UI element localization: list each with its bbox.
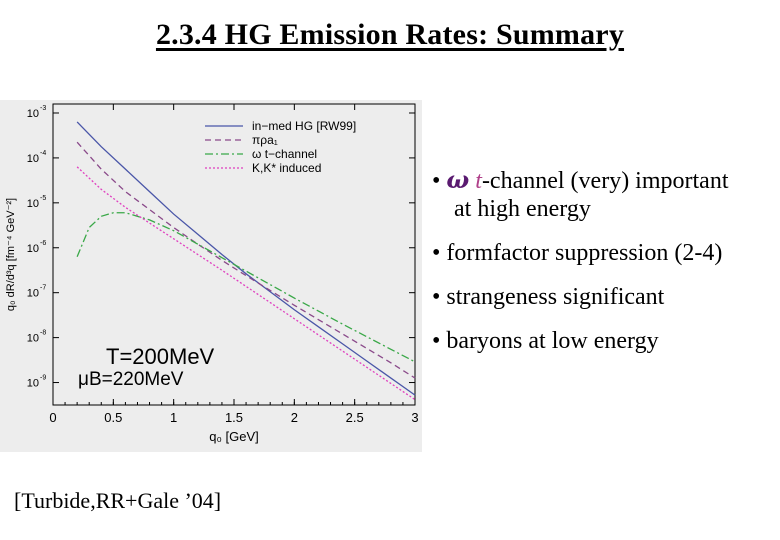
y-tick-exponent: -4 [40, 150, 46, 157]
legend-label-0: in−med HG [RW99] [252, 119, 356, 133]
bullet-item-baryons: • baryons at low energy [432, 328, 659, 354]
bullet-item-strangeness: • strangeness significant [432, 284, 665, 310]
x-tick-label: 1.5 [225, 410, 243, 425]
x-tick-label: 0 [49, 410, 56, 425]
mu-b-annotation: μB=220MeV [78, 369, 184, 390]
bullet-list: • ω t-channel (very) important at high e… [432, 166, 778, 371]
bullet-item-omega-t-channel: • ω t-channel (very) important at high e… [432, 166, 778, 223]
omega-symbol: ω [446, 165, 470, 194]
emission-rate-chart: 0 0.5 1 1.5 2 2.5 310-310-410-510-610-710 -810-… [5, 103, 419, 444]
bullet-continuation: at high energy [454, 196, 591, 222]
y-tick-exponent: -3 [40, 105, 46, 112]
y-tick-exponent: -8 [40, 330, 46, 337]
legend-label-3: K,K* induced [252, 161, 321, 175]
y-tick-label: 10 [27, 288, 39, 300]
legend-label-1: πρa₁ [252, 133, 278, 147]
bullet-text: -channel (very) important [481, 168, 729, 194]
y-tick-label: 10 [27, 153, 39, 165]
y-tick-exponent: -7 [40, 285, 46, 292]
bullet-marker: • [432, 168, 447, 194]
legend-label-2: ω t−channel [252, 147, 317, 161]
y-tick-label: 10 [27, 198, 39, 210]
citation: [Turbide,RR+Gale ’04] [14, 488, 222, 513]
y-tick-exponent: -6 [40, 240, 46, 247]
series-line-2 [76, 212, 416, 363]
chart-panel: 0 0.5 1 1.5 2 2.5 3 10 -3 10 -4 10 -5 10 -6 10 -7 10 -8 10-… [0, 100, 422, 452]
y-tick-label: 10 [27, 378, 39, 390]
series-line-1 [76, 141, 416, 379]
x-tick-label: 3 [411, 410, 418, 425]
x-tick-label: 1 [170, 410, 177, 425]
slide-title: 2.3.4 HG Emission Rates: Summary [155, 18, 625, 51]
bullet-item-formfactor: • formfactor suppression (2-4) [432, 240, 723, 266]
x-axis-label: q₀ [GeV] [209, 429, 258, 444]
t-channel-letter: t [475, 168, 482, 194]
x-tick-label: 2 [291, 410, 298, 425]
temperature-annotation: T=200MeV [106, 344, 215, 369]
x-tick-label: 0.5 [104, 410, 122, 425]
series-line-3 [76, 166, 416, 401]
y-tick-label: 10 [27, 243, 39, 255]
x-tick-label: 2.5 [346, 410, 364, 425]
y-tick-label: 10 [27, 108, 39, 120]
y-tick-exponent: -5 [40, 195, 46, 202]
y-axis-label: q₀ dR/d³q [fm⁻⁴ GeV⁻²] [5, 198, 17, 311]
series-line-0 [76, 121, 416, 396]
y-tick-label: 10 [27, 333, 39, 345]
y-tick-exponent: -9 [40, 375, 46, 382]
